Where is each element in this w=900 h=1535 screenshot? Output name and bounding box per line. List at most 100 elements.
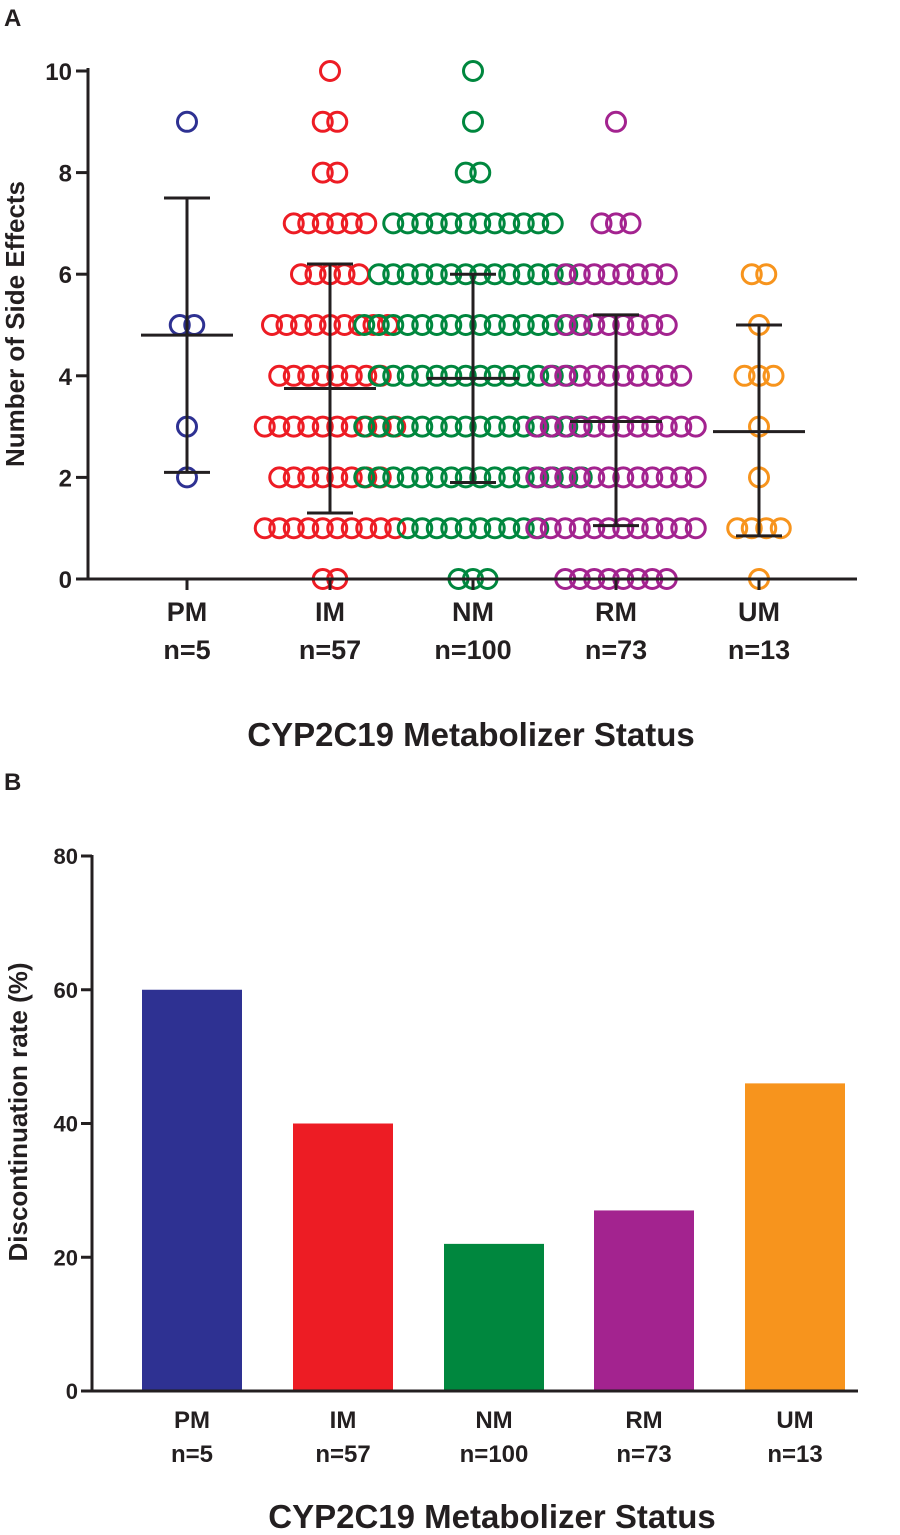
data-point-nm	[454, 314, 477, 336]
data-point-rm	[670, 364, 693, 387]
data-point-um	[740, 517, 763, 540]
data-point-im	[268, 466, 291, 489]
sample-size-label-a-nm: n=100	[434, 635, 511, 665]
sample-size-label-b-um: n=13	[767, 1441, 822, 1468]
data-point-rm	[605, 110, 627, 133]
sample-size-label-b-pm: n=5	[171, 1441, 213, 1468]
data-point-nm	[382, 364, 405, 387]
data-point-nm	[454, 364, 477, 387]
data-point-nm	[425, 466, 448, 489]
data-point-rm	[597, 364, 620, 387]
data-point-nm	[440, 364, 463, 387]
data-point-nm	[396, 466, 419, 489]
data-point-im	[297, 212, 320, 235]
data-point-rm	[670, 466, 693, 489]
scatter-chart-side-effects: 0 2 4 6 8 10 PM n=5 IM n=57 NM n=100 RM n=73 UM n=13 N…	[0, 59, 857, 753]
data-point-nm	[483, 466, 506, 489]
bar-um	[745, 1083, 845, 1391]
data-point-nm	[425, 263, 448, 286]
y-axis-title-a: Number of Side Effects	[0, 181, 30, 467]
data-point-im	[282, 212, 305, 235]
data-point-rm	[539, 517, 562, 540]
data-point-rm	[583, 364, 606, 387]
data-point-nm	[425, 517, 448, 540]
data-point-rm	[641, 466, 664, 489]
data-point-im	[311, 415, 334, 438]
data-point-rm	[641, 263, 664, 286]
data-point-rm	[655, 415, 678, 438]
data-point-nm	[498, 466, 521, 489]
data-point-nm	[382, 466, 405, 489]
data-point-um	[726, 517, 749, 540]
data-point-im	[297, 466, 320, 489]
data-point-nm	[425, 415, 448, 438]
data-point-im	[290, 314, 312, 336]
data-point-im	[282, 364, 305, 387]
data-point-nm	[411, 364, 434, 387]
data-point-nm	[353, 314, 376, 336]
data-point-im	[297, 517, 320, 540]
data-point-nm	[396, 415, 419, 438]
data-point-im	[340, 212, 363, 235]
data-point-nm	[440, 212, 463, 235]
y-tick-label-a-0: 0	[59, 567, 72, 594]
panel-label-b: B	[4, 769, 21, 796]
data-point-rm	[655, 314, 678, 336]
data-point-rm	[605, 212, 627, 235]
data-point-im	[326, 161, 349, 184]
data-point-nm	[353, 415, 376, 438]
data-point-nm	[512, 517, 535, 540]
data-point-um	[755, 263, 778, 286]
data-point-im	[348, 263, 370, 286]
bar-rm	[594, 1210, 694, 1391]
x-ticks-b: PM n=5 IM n=57 NM n=100 RM n=73 UM n=13	[171, 1407, 823, 1468]
y-ticks-a: 0 2 4 6 8 10	[45, 59, 88, 594]
panel-label-a: A	[4, 5, 21, 32]
category-label-a-nm: NM	[452, 597, 494, 627]
data-point-rm	[597, 263, 620, 286]
data-point-rm	[626, 466, 649, 489]
data-point-rm	[626, 517, 649, 540]
data-point-um	[740, 263, 763, 286]
data-point-rm	[568, 466, 591, 489]
data-point-rm	[539, 415, 562, 438]
data-point-nm	[469, 314, 492, 336]
data-point-rm	[554, 415, 577, 438]
data-point-im	[311, 364, 334, 387]
data-point-nm	[425, 364, 448, 387]
x-axis-title-a: CYP2C19 Metabolizer Status	[247, 716, 694, 753]
data-point-nm	[512, 314, 535, 336]
data-point-nm	[411, 212, 434, 235]
data-point-rm	[670, 415, 693, 438]
category-label-b-um: UM	[776, 1407, 813, 1434]
data-point-rm	[539, 466, 562, 489]
data-point-nm	[425, 314, 448, 336]
data-point-rm	[525, 415, 548, 438]
category-label-b-pm: PM	[174, 1407, 210, 1434]
data-point-nm	[469, 364, 492, 387]
data-point-nm	[411, 314, 434, 336]
data-point-nm	[469, 161, 492, 184]
data-point-nm	[454, 466, 477, 489]
data-point-nm	[483, 415, 506, 438]
data-point-nm	[462, 60, 484, 82]
data-point-nm	[411, 415, 434, 438]
y-tick-label-a-5: 10	[45, 59, 72, 86]
data-point-um	[733, 364, 756, 387]
data-point-rm	[655, 263, 678, 286]
data-point-im	[311, 110, 334, 133]
data-point-rm	[583, 517, 606, 540]
data-point-nm	[440, 314, 463, 336]
data-point-nm	[454, 212, 477, 235]
data-point-im	[261, 314, 283, 336]
data-point-im	[311, 161, 334, 184]
data-point-im	[268, 364, 291, 387]
data-point-im	[290, 263, 312, 286]
x-ticks-a: PM n=5 IM n=57 NM n=100 RM n=73 UM n=13	[163, 579, 790, 665]
y-tick-label-b-0: 0	[66, 1379, 78, 1404]
data-point-nm	[382, 415, 405, 438]
data-point-nm	[469, 517, 492, 540]
y-ticks-b: 0 20 40 60 80	[54, 844, 92, 1404]
data-point-rm	[626, 364, 649, 387]
data-point-im	[340, 466, 363, 489]
